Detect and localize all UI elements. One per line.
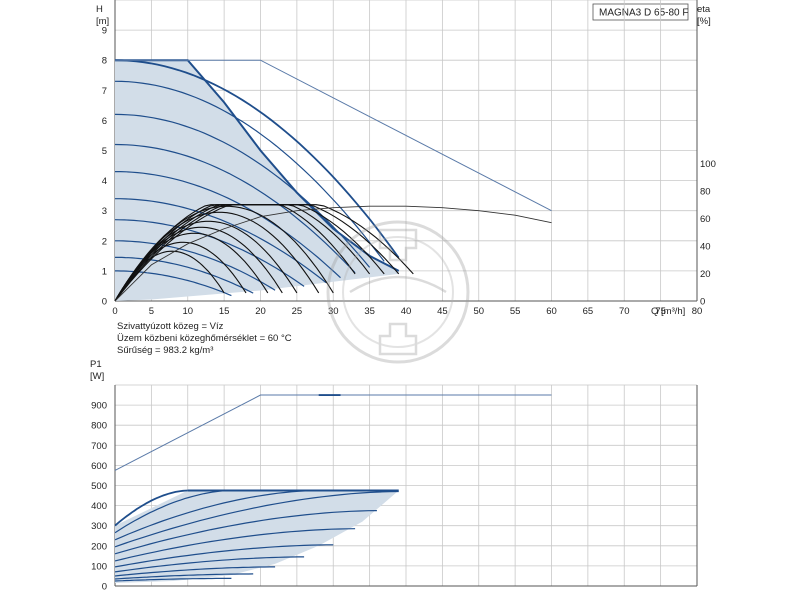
power-curve	[114, 528, 356, 562]
eta-tick-label: 80	[700, 187, 711, 198]
power-curve	[114, 489, 319, 541]
power-tick-label: 100	[91, 561, 107, 572]
power-tick-label: 700	[91, 441, 107, 452]
power-curve	[114, 489, 188, 527]
max-curve-line	[115, 59, 552, 212]
head-curve	[115, 198, 327, 284]
head-curve	[114, 113, 371, 268]
power-tick-label: 600	[91, 461, 107, 472]
x-tick-label: 70	[619, 306, 630, 317]
x-tick-label: 60	[546, 306, 557, 317]
head-curve	[114, 80, 385, 262]
power-tick-label: 800	[91, 421, 107, 432]
power-tick-label: 0	[102, 582, 107, 593]
model-label: MAGNA3 D 65-80 F	[599, 8, 688, 19]
watermark-arc	[349, 275, 447, 294]
x-tick-label: 30	[328, 306, 339, 317]
power-curve	[114, 573, 254, 580]
eta-tick-label: 100	[700, 159, 716, 170]
flow-axis-label: Q [m³/h]	[651, 306, 685, 317]
power-tick-label: 200	[91, 541, 107, 552]
head-curve	[115, 240, 276, 291]
power-curve	[114, 556, 305, 573]
max-power-line	[114, 394, 552, 471]
head-curve	[114, 143, 356, 274]
efficiency-arc	[114, 204, 414, 302]
head-tick-label: 1	[102, 266, 107, 277]
power-tick-label: 500	[91, 481, 107, 492]
head-tick-label: 9	[102, 26, 107, 37]
efficiency-arc	[114, 205, 334, 302]
head-curve	[115, 256, 254, 294]
head-axis-unit: [m]	[96, 16, 109, 27]
head-tick-label: 6	[102, 116, 107, 127]
info-line-density: Sűrűség = 983.2 kg/m³	[117, 345, 213, 356]
x-tick-label: 5	[149, 306, 154, 317]
efficiency-envelope	[114, 205, 552, 302]
x-tick-label: 25	[292, 306, 303, 317]
x-tick-label: 80	[692, 306, 703, 317]
x-tick-label: 35	[364, 306, 375, 317]
head-curve	[115, 171, 341, 279]
power-tick-label: 900	[91, 401, 107, 412]
power-curve	[114, 544, 334, 568]
x-tick-label: 45	[437, 306, 448, 317]
power-axis-label: P1	[90, 359, 102, 370]
max-head-envelope	[115, 59, 400, 272]
head-tick-label: 2	[102, 236, 107, 247]
power-curve	[114, 577, 232, 582]
info-line-temperature: Üzem közbeni közeghőmérséklet = 60 °C	[117, 333, 292, 344]
power-tick-label: 300	[91, 521, 107, 532]
power-curve	[114, 566, 276, 577]
info-line-medium: Szivattyúzott közeg = Víz	[117, 321, 224, 332]
head-tick-label: 3	[102, 206, 107, 217]
x-tick-label: 0	[112, 306, 117, 317]
eta-tick-label: 20	[700, 269, 711, 280]
x-tick-label: 65	[583, 306, 594, 317]
watermark-glyph	[378, 228, 418, 356]
eta-tick-label: 40	[700, 242, 711, 253]
x-tick-label: 75	[655, 306, 666, 317]
watermark-ring-inner	[342, 236, 454, 348]
head-tick-label: 4	[102, 176, 107, 187]
head-tick-label: 8	[102, 56, 107, 67]
x-tick-label: 10	[182, 306, 193, 317]
x-tick-label: 20	[255, 306, 266, 317]
watermark-ring	[326, 220, 470, 364]
eta-axis-label: eta	[697, 4, 711, 15]
head-tick-label: 5	[102, 146, 107, 157]
head-curve	[114, 59, 400, 259]
head-tick-label: 7	[102, 86, 107, 97]
watermark-logo	[326, 220, 470, 364]
x-tick-label: 40	[401, 306, 412, 317]
x-tick-label: 50	[473, 306, 484, 317]
eta-tick-label: 60	[700, 214, 711, 225]
model-box	[592, 3, 689, 21]
x-tick-label: 55	[510, 306, 521, 317]
eta-tick-label: 0	[700, 297, 705, 308]
power-axis-unit: [W]	[90, 371, 104, 382]
power-curve	[114, 490, 399, 548]
power-curve	[114, 510, 377, 555]
power-tick-label: 400	[91, 501, 107, 512]
head-tick-label: 0	[102, 297, 107, 308]
eta-axis-unit: [%]	[697, 16, 711, 27]
power-area	[115, 490, 399, 583]
power-curve	[114, 489, 232, 534]
head-axis-label: H	[96, 4, 103, 15]
x-tick-label: 15	[219, 306, 230, 317]
